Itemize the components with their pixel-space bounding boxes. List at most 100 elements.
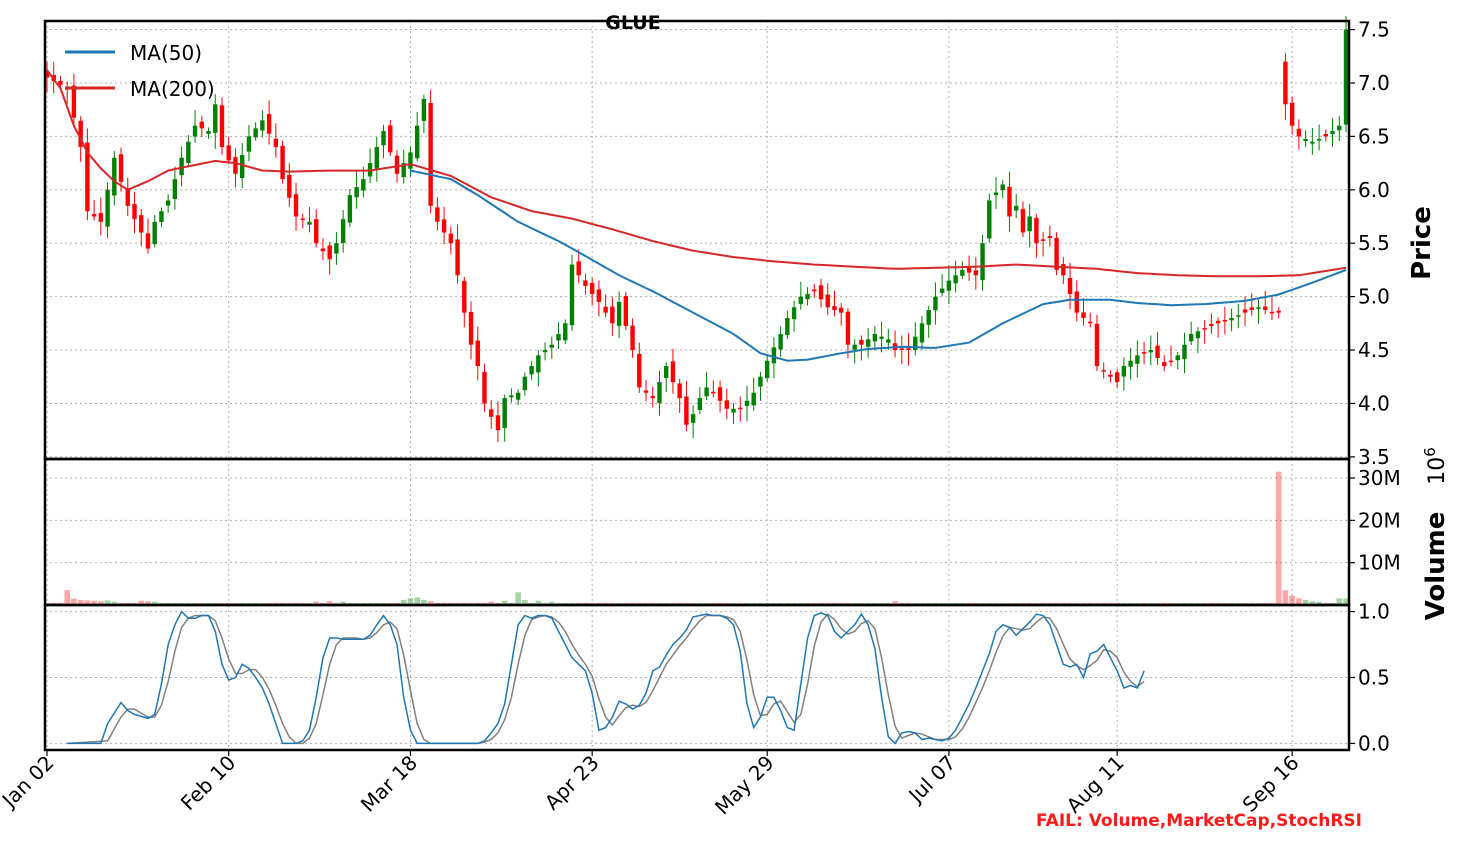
candle-body — [327, 245, 332, 260]
candle-body — [1007, 186, 1012, 217]
candle-body — [1047, 235, 1053, 238]
candle-body — [879, 336, 884, 339]
volume-bar — [522, 599, 528, 605]
candle-body — [1283, 61, 1288, 105]
candle-body — [522, 376, 528, 391]
stochrsi-d-line — [67, 613, 1145, 745]
candle-body — [865, 339, 871, 347]
candle-body — [260, 120, 265, 131]
candle-body — [684, 396, 689, 425]
candle-body — [320, 248, 326, 252]
volume-bar — [64, 590, 70, 605]
candle-body — [1162, 362, 1167, 367]
candle-body — [509, 395, 514, 398]
candle-body — [751, 392, 756, 406]
candle-body — [118, 154, 124, 182]
ma50-line — [410, 169, 1347, 362]
candle-body — [408, 152, 413, 169]
candle-body — [1020, 209, 1026, 233]
volume-bar — [71, 598, 77, 605]
candle-body — [394, 155, 400, 174]
candle-body — [152, 221, 157, 245]
candle-body — [145, 233, 151, 249]
volume-bar — [77, 599, 84, 605]
candle-body — [78, 120, 83, 148]
candle-body — [179, 157, 184, 176]
volume-bar — [151, 601, 158, 605]
x-tick-label: Aug 11 — [1062, 751, 1129, 818]
candle-body — [253, 128, 258, 138]
candle-body — [1276, 310, 1281, 313]
candle-body — [603, 306, 608, 313]
candle-body — [435, 207, 440, 222]
candle-body — [1263, 306, 1268, 310]
candle-body — [731, 408, 736, 413]
volume-bar — [111, 601, 118, 605]
candle-body — [388, 125, 393, 153]
candle-body — [293, 194, 299, 217]
price-tick-label: 4.0 — [1358, 391, 1390, 415]
candle-body — [664, 366, 669, 378]
candle-body — [186, 141, 191, 164]
candle-body — [495, 415, 501, 431]
candle-body — [778, 334, 783, 350]
candle-body — [913, 336, 918, 351]
candle-body — [1155, 345, 1160, 359]
candle-body — [738, 407, 743, 410]
candle-body — [361, 179, 366, 191]
candle-body — [650, 396, 655, 399]
candle-body — [273, 138, 279, 148]
candle-body — [818, 285, 824, 300]
panel-frames — [43, 19, 1351, 752]
candle-body — [1202, 328, 1207, 330]
candle-body — [1236, 315, 1241, 317]
x-tick-label: Jul 07 — [902, 751, 960, 809]
candle-body — [1088, 321, 1093, 324]
candle-body — [414, 125, 420, 159]
legend-label-ma50: MA(50) — [130, 41, 202, 65]
volume-bar — [1343, 598, 1349, 605]
candle-body — [112, 157, 117, 196]
candle-body — [711, 391, 716, 394]
candle-body — [1229, 317, 1234, 321]
candle-body — [132, 203, 137, 220]
candle-body — [192, 125, 198, 137]
volume-bar — [98, 601, 104, 605]
candle-body — [697, 398, 703, 410]
candle-body — [165, 200, 171, 206]
price-tick-label: 7.5 — [1358, 18, 1390, 42]
candle-body — [206, 131, 211, 134]
candle-body — [1310, 141, 1315, 144]
candle-body — [1168, 360, 1174, 363]
candle-body — [226, 145, 231, 161]
volume-bar — [104, 600, 111, 605]
candle-body — [98, 213, 104, 222]
candle-body — [1256, 307, 1261, 309]
candle-body — [1074, 291, 1079, 313]
volume-bar — [488, 601, 495, 605]
candle-body — [468, 311, 474, 345]
price-frame — [43, 19, 1351, 461]
volume-bar — [427, 601, 434, 605]
legend-label-ma200: MA(200) — [130, 77, 215, 101]
ma200-line — [46, 69, 1347, 278]
candle-body — [1040, 239, 1046, 241]
candle-body — [1014, 205, 1019, 211]
legend: MA(50) MA(200) — [65, 41, 215, 101]
candle-body — [926, 309, 931, 325]
candle-body — [852, 344, 857, 350]
volume-bar — [340, 601, 346, 605]
x-tick-label: May 29 — [710, 751, 779, 820]
candle-body — [1108, 374, 1113, 377]
candle-body — [987, 200, 992, 239]
volume-bar — [1316, 601, 1322, 605]
price-axis-label: Price — [1407, 206, 1437, 280]
volume-bar — [1309, 601, 1316, 605]
volume-bar — [892, 601, 898, 605]
x-tick-label: Mar 18 — [356, 751, 422, 817]
candle-body — [610, 306, 615, 324]
candle-body — [771, 347, 777, 364]
candle-body — [1337, 125, 1342, 131]
price-tick-label: 5.5 — [1358, 231, 1390, 255]
candle-body — [1249, 307, 1254, 310]
